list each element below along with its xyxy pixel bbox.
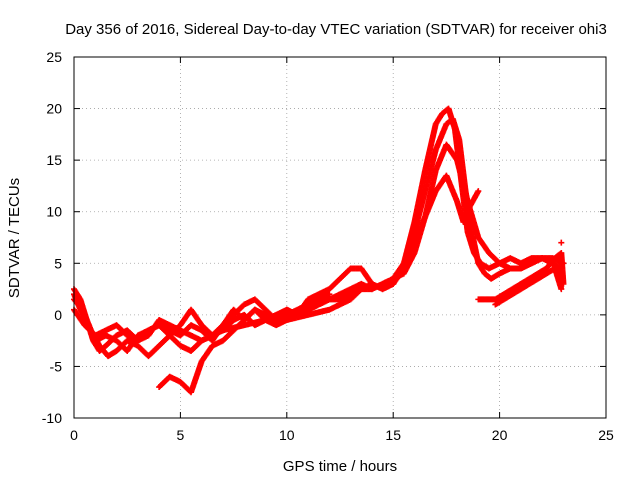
x-axis-label: GPS time / hours (283, 458, 397, 475)
x-tick-label: 15 (385, 427, 401, 443)
data-point (326, 291, 333, 298)
data-point (558, 286, 565, 293)
x-tick-label: 20 (492, 427, 508, 443)
y-tick-label: 15 (46, 152, 62, 168)
grid (74, 57, 606, 418)
x-tick-label: 5 (177, 427, 185, 443)
y-tick-label: 10 (46, 204, 62, 220)
x-tick-label: 0 (70, 427, 78, 443)
x-tick-label: 25 (598, 427, 614, 443)
y-tick-label: -10 (42, 410, 62, 426)
y-tick-label: 5 (54, 255, 62, 271)
data-points (71, 105, 567, 396)
x-tick-label: 10 (279, 427, 295, 443)
y-tick-label: 0 (54, 307, 62, 323)
y-axis-label: SDTVAR / TECUs (6, 178, 23, 298)
y-tick-label: -5 (50, 358, 63, 374)
data-point (475, 188, 482, 195)
y-tick-label: 25 (46, 49, 62, 65)
axis-ticks: 0 5 10 15 20 25 -10 -5 0 5 10 15 20 25 (42, 49, 614, 443)
plot-frame (73, 56, 607, 419)
chart-title: Day 356 of 2016, Sidereal Day-to-day VTE… (65, 21, 607, 38)
data-point (558, 239, 565, 246)
y-tick-label: 20 (46, 101, 62, 117)
